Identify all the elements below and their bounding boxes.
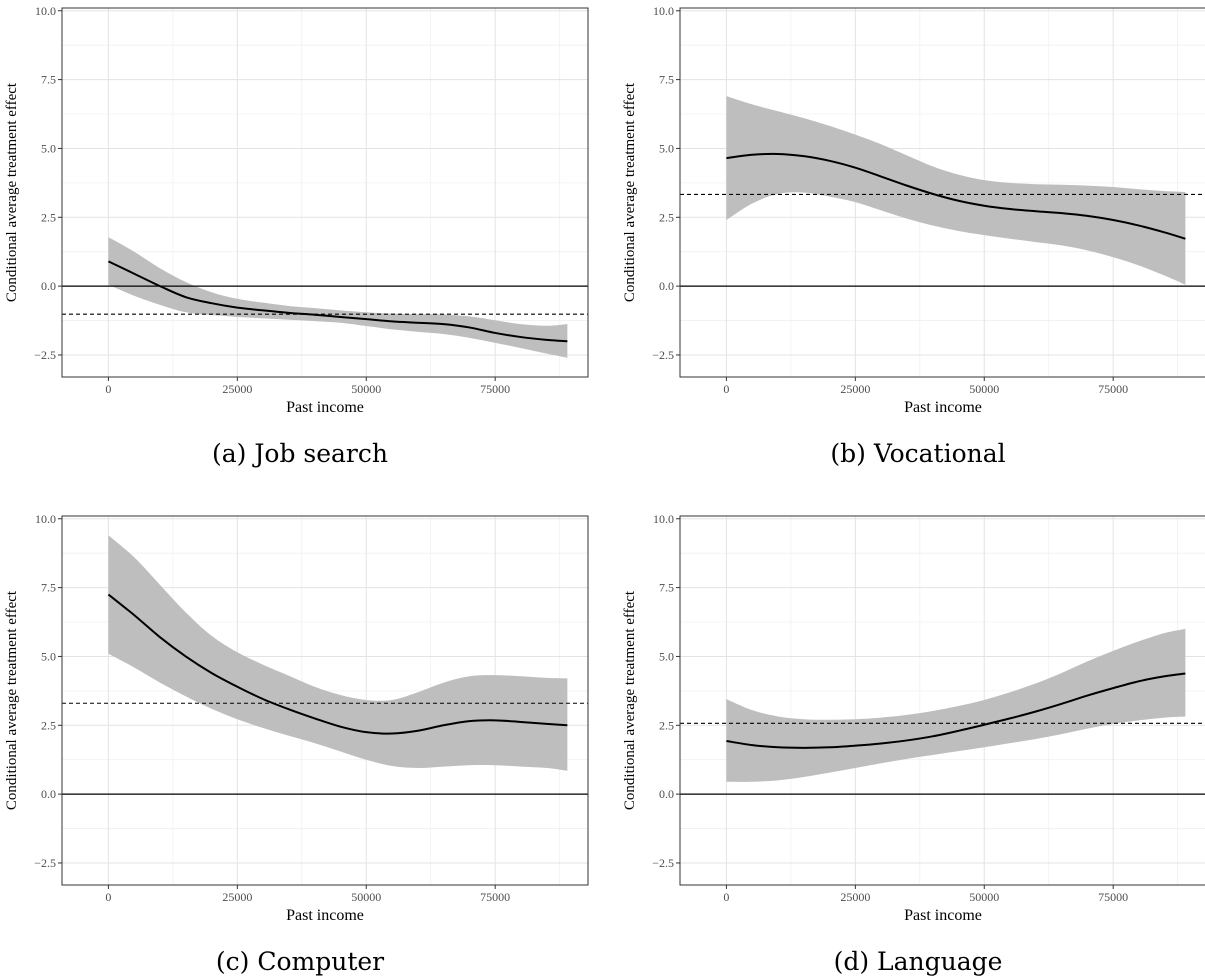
y-tick-label: 2.5: [41, 210, 56, 224]
x-tick-label: 50000: [969, 382, 999, 396]
x-tick-label: 25000: [222, 382, 252, 396]
x-tick-label: 50000: [351, 382, 381, 396]
x-tick-label: 25000: [840, 890, 870, 904]
y-tick-label: 7.5: [659, 73, 674, 87]
panel-border: [679, 515, 1205, 886]
cate-curve: [107, 593, 568, 735]
y-tick-label: 5.0: [41, 141, 56, 155]
y-tick-label: −2.5: [652, 348, 674, 362]
y-tick-label: 10.0: [653, 4, 674, 18]
chart-panel: −2.5 0.0 2.5 5.0 7.5 10.0 0 25000 50000 75000 Past…: [622, 512, 1205, 976]
panel-border: [679, 7, 1205, 378]
confidence-band: [108, 237, 568, 358]
y-tick-label: 5.0: [41, 649, 56, 663]
y-tick-label: 0.0: [41, 787, 56, 801]
chart-panel: −2.5 0.0 2.5 5.0 7.5 10.0 0 25000 50000 75000 Past…: [4, 4, 589, 468]
x-axis-label: Past income: [286, 907, 364, 924]
y-tick-label: 7.5: [41, 581, 56, 595]
y-tick-label: 0.0: [659, 279, 674, 293]
y-axis-label: Conditional average treatment effect: [4, 590, 20, 810]
x-tick-label: 75000: [1098, 890, 1128, 904]
y-tick-label: 7.5: [41, 73, 56, 87]
x-tick-label: 25000: [222, 890, 252, 904]
y-axis-label: Conditional average treatment effect: [622, 590, 638, 810]
x-axis-label: Past income: [904, 907, 982, 924]
y-tick-label: −2.5: [652, 856, 674, 870]
cate-curve: [107, 260, 568, 343]
x-tick-label: 0: [723, 890, 729, 904]
subfigure-caption: (a) Job search: [212, 439, 388, 468]
y-tick-label: −2.5: [34, 856, 56, 870]
cate-curve: [726, 152, 1186, 240]
subfigure-caption: (d) Language: [834, 947, 1003, 976]
x-axis-label: Past income: [904, 399, 982, 416]
x-tick-label: 50000: [969, 890, 999, 904]
subfigure-caption: (c) Computer: [216, 947, 384, 976]
y-tick-label: 5.0: [659, 141, 674, 155]
y-tick-label: 7.5: [659, 581, 674, 595]
y-tick-label: 10.0: [35, 4, 56, 18]
x-tick-label: 75000: [480, 890, 510, 904]
panel-border: [61, 515, 589, 886]
y-tick-label: 0.0: [659, 787, 674, 801]
x-tick-label: 75000: [1098, 382, 1128, 396]
chart-panel: −2.5 0.0 2.5 5.0 7.5 10.0 0 25000 50000 75000 Past…: [4, 512, 589, 976]
confidence-band: [726, 96, 1186, 285]
confidence-band: [108, 535, 568, 771]
confidence-band: [726, 628, 1186, 782]
x-tick-label: 50000: [351, 890, 381, 904]
y-tick-label: 5.0: [659, 649, 674, 663]
x-tick-label: 75000: [480, 382, 510, 396]
y-tick-label: 2.5: [659, 210, 674, 224]
panel-border: [61, 7, 589, 378]
cate-curve: [726, 672, 1186, 749]
y-tick-label: 10.0: [653, 512, 674, 526]
y-tick-label: 2.5: [659, 718, 674, 732]
x-tick-label: 0: [105, 890, 111, 904]
x-tick-label: 0: [105, 382, 111, 396]
y-tick-label: −2.5: [34, 348, 56, 362]
x-tick-label: 0: [723, 382, 729, 396]
y-tick-label: 2.5: [41, 718, 56, 732]
y-axis-label: Conditional average treatment effect: [4, 82, 20, 302]
x-tick-label: 25000: [840, 382, 870, 396]
y-axis-label: Conditional average treatment effect: [622, 82, 638, 302]
x-axis-label: Past income: [286, 399, 364, 416]
chart-panel: −2.5 0.0 2.5 5.0 7.5 10.0 0 25000 50000 75000 Past…: [622, 4, 1205, 468]
subfigure-caption: (b) Vocational: [830, 439, 1005, 468]
y-tick-label: 0.0: [41, 279, 56, 293]
y-tick-label: 10.0: [35, 512, 56, 526]
